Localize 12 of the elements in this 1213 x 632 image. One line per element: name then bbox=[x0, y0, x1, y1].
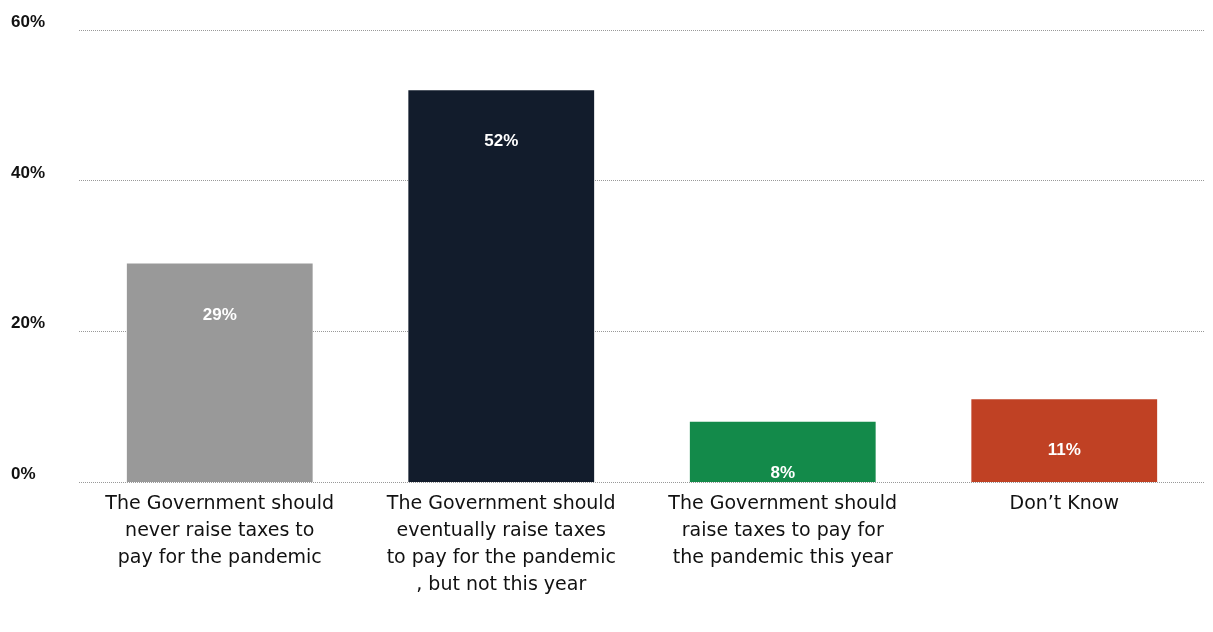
y-tick-label: 0% bbox=[11, 464, 36, 483]
y-tick-label: 60% bbox=[11, 12, 46, 31]
x-tick-label: The Government should raise taxes to pay for the pandemic this year bbox=[667, 490, 898, 567]
y-tick-label: 40% bbox=[11, 162, 46, 182]
x-tick-label: The Government should eventually raise taxes to pay for the pandemic, but not this year bbox=[385, 490, 616, 594]
data-label: 8% bbox=[770, 462, 796, 482]
data-label: 11% bbox=[1047, 440, 1081, 460]
x-tick-label: The Government should never raise taxes to pay for the pandemic bbox=[104, 490, 335, 567]
data-label: 52% bbox=[484, 131, 519, 151]
x-tick-label: Don’t Know bbox=[1009, 490, 1119, 513]
data-label: 29% bbox=[202, 304, 237, 324]
y-tick-label: 20% bbox=[11, 313, 46, 333]
